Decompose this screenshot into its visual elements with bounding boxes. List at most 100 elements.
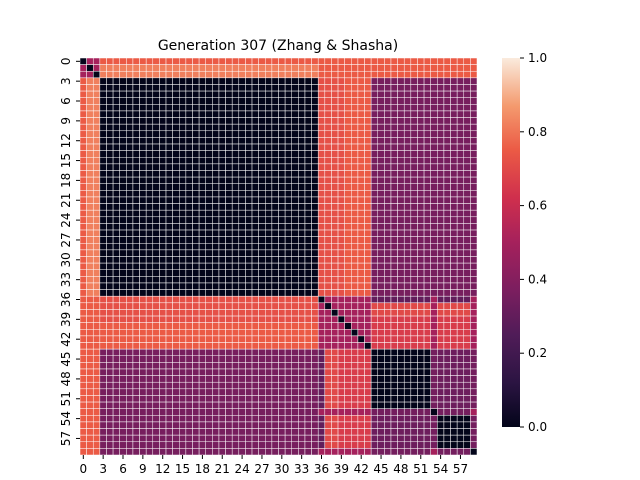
heatmap-cell [87, 177, 94, 184]
heatmap-cell [80, 257, 87, 264]
heatmap-cell [226, 137, 233, 144]
heatmap-cell [153, 190, 160, 197]
heatmap-cell [126, 170, 133, 177]
heatmap-cell [192, 84, 199, 91]
heatmap-cell [179, 329, 186, 336]
heatmap-cell [431, 237, 438, 244]
heatmap-cell [292, 349, 299, 356]
heatmap-cell [272, 356, 279, 363]
heatmap-cell [219, 257, 226, 264]
heatmap-cell [179, 164, 186, 171]
heatmap-cell [199, 376, 206, 383]
heatmap-cell [272, 217, 279, 224]
heatmap-cell [219, 223, 226, 230]
heatmap-cell [226, 210, 233, 217]
heatmap-cell [358, 124, 365, 131]
heatmap-cell [259, 448, 266, 455]
heatmap-cell [331, 197, 338, 204]
heatmap-cell [245, 144, 252, 151]
heatmap-cell [166, 118, 173, 125]
heatmap-cell [166, 151, 173, 158]
heatmap-cell [470, 104, 477, 111]
heatmap-cell [470, 263, 477, 270]
heatmap-cell [371, 91, 378, 98]
heatmap-cell [245, 84, 252, 91]
heatmap-cell [378, 409, 385, 416]
heatmap-cell [431, 184, 438, 191]
heatmap-cell [126, 415, 133, 422]
heatmap-cell [173, 270, 180, 277]
heatmap-cell [87, 71, 94, 78]
heatmap-cell [325, 230, 332, 237]
heatmap-cell [106, 184, 113, 191]
heatmap-cell [199, 402, 206, 409]
heatmap-cell [384, 309, 391, 316]
heatmap-cell [378, 402, 385, 409]
heatmap-cell [305, 329, 312, 336]
heatmap-cell [239, 250, 246, 257]
heatmap-cell [305, 137, 312, 144]
heatmap-cell [378, 429, 385, 436]
heatmap-cell [272, 71, 279, 78]
heatmap-cell [338, 217, 345, 224]
heatmap-cell [305, 170, 312, 177]
heatmap-cell [153, 210, 160, 217]
heatmap-cell [470, 402, 477, 409]
heatmap-cell [305, 276, 312, 283]
heatmap-cell [245, 303, 252, 310]
heatmap-cell [219, 309, 226, 316]
heatmap-cell [312, 137, 319, 144]
heatmap-cell [298, 210, 305, 217]
heatmap-cell [259, 349, 266, 356]
heatmap-cell [265, 204, 272, 211]
heatmap-cell [80, 323, 87, 330]
heatmap-cell [192, 144, 199, 151]
heatmap-cell [212, 276, 219, 283]
heatmap-cell [279, 71, 286, 78]
heatmap-cell [345, 429, 352, 436]
heatmap-cell [305, 98, 312, 105]
heatmap-cell [252, 369, 259, 376]
heatmap-cell [338, 71, 345, 78]
heatmap-cell [285, 104, 292, 111]
heatmap-cell [351, 177, 358, 184]
heatmap-cell [232, 157, 239, 164]
heatmap-cell [100, 157, 107, 164]
heatmap-cell [464, 164, 471, 171]
heatmap-cell [358, 164, 365, 171]
heatmap-cell [298, 124, 305, 131]
heatmap-cell [391, 111, 398, 118]
heatmap-cell [212, 316, 219, 323]
heatmap-cell [285, 164, 292, 171]
heatmap-cell [80, 131, 87, 138]
heatmap-cell [245, 356, 252, 363]
heatmap-cell [424, 435, 431, 442]
heatmap-cell [146, 170, 153, 177]
heatmap-cell [417, 283, 424, 290]
heatmap-cell [219, 204, 226, 211]
heatmap-cell [464, 296, 471, 303]
heatmap-cell [159, 402, 166, 409]
heatmap-cell [93, 343, 100, 350]
heatmap-cell [140, 329, 147, 336]
heatmap-cell [431, 137, 438, 144]
heatmap-cell [80, 237, 87, 244]
heatmap-cell [417, 177, 424, 184]
heatmap-cell [351, 336, 358, 343]
heatmap-cell [87, 58, 94, 65]
heatmap-cell [212, 309, 219, 316]
heatmap-cell [384, 157, 391, 164]
heatmap-cell [120, 164, 127, 171]
heatmap-cell [384, 124, 391, 131]
heatmap-cell [365, 104, 372, 111]
heatmap-cell [239, 402, 246, 409]
heatmap-cell [464, 71, 471, 78]
heatmap-cell [298, 329, 305, 336]
heatmap-cell [338, 250, 345, 257]
heatmap-cell [219, 65, 226, 72]
heatmap-cell [93, 58, 100, 65]
heatmap-cell [206, 263, 213, 270]
heatmap-cell [159, 124, 166, 131]
heatmap-cell [338, 78, 345, 85]
heatmap-cell [192, 151, 199, 158]
